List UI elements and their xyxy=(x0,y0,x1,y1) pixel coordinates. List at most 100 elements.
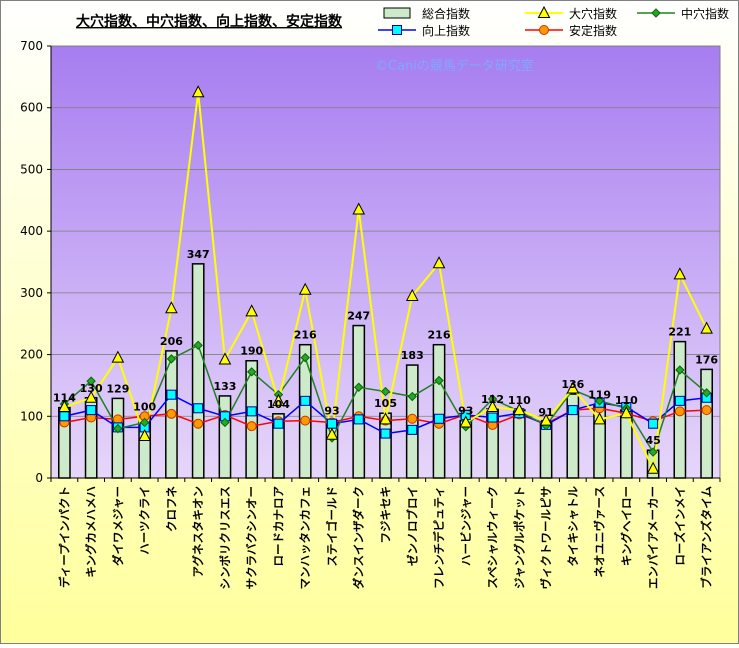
bar xyxy=(539,421,553,479)
data-point xyxy=(459,415,473,428)
data-point xyxy=(246,421,257,432)
legend-item: 大穴指数 xyxy=(525,5,617,21)
legend-marker xyxy=(651,8,661,18)
data-point xyxy=(165,301,178,314)
data-point xyxy=(353,414,364,425)
x-tick-label: ジャングルポケット xyxy=(512,486,526,589)
data-label: 129 xyxy=(106,382,129,395)
x-tick-label: フレンチデピュティ xyxy=(432,486,446,589)
data-point xyxy=(139,417,150,428)
data-point xyxy=(701,405,712,416)
legend-swatch xyxy=(383,7,411,19)
data-point xyxy=(486,399,499,413)
data-point xyxy=(246,406,257,417)
data-point xyxy=(59,411,70,422)
data-point xyxy=(138,428,151,442)
data-label: 133 xyxy=(213,380,236,393)
data-point xyxy=(86,376,96,386)
data-point xyxy=(300,395,311,406)
bar xyxy=(111,397,125,479)
data-point xyxy=(487,412,498,423)
data-point xyxy=(166,354,177,364)
data-label: 216 xyxy=(294,329,317,342)
data-point xyxy=(113,423,123,434)
y-axis: 0 100 200 300 400 500 600 700 xyxy=(20,39,52,485)
data-point xyxy=(648,447,658,457)
data-label: 221 xyxy=(668,326,691,339)
data-point xyxy=(379,412,392,425)
legend-item: 中穴指数 xyxy=(637,6,729,21)
x-tick-label: シンボリクリスエス xyxy=(218,486,232,590)
y-tick-label: 700 xyxy=(20,39,43,53)
data-point xyxy=(218,352,232,365)
data-point xyxy=(674,406,685,417)
data-point xyxy=(674,395,685,406)
series-lines xyxy=(58,85,713,474)
chart-title: 大穴指数、中穴指数、向上指数、安定指数 xyxy=(76,13,343,30)
data-point xyxy=(380,428,391,439)
y-tick-label: 200 xyxy=(20,348,43,362)
bar xyxy=(218,395,232,479)
legend-marker xyxy=(537,5,551,18)
data-label: 104 xyxy=(267,398,290,411)
x-tick-label: ヴィクトワールピサ xyxy=(539,486,553,590)
x-tick-label: キングヘイロー xyxy=(619,486,633,566)
data-point xyxy=(620,406,633,419)
x-tick-label: スペシャルウィーク xyxy=(486,486,500,589)
data-label: 110 xyxy=(508,394,531,407)
data-label: 112 xyxy=(481,393,504,406)
x-tick-label: ブライアンズタイム xyxy=(700,486,714,589)
x-tick-label: ハービンジャー xyxy=(459,486,473,566)
x-tick-label: ローズインメイ xyxy=(673,486,687,566)
data-point xyxy=(432,256,446,269)
watermark: ©Caniの競馬データ研究室 xyxy=(375,58,534,74)
y-tick-label: 400 xyxy=(20,224,43,238)
data-point xyxy=(567,405,578,416)
data-point xyxy=(166,408,177,419)
legend-marker xyxy=(539,25,549,35)
data-point xyxy=(701,388,712,398)
data-label: 130 xyxy=(80,382,103,395)
data-label: 206 xyxy=(160,335,183,348)
x-tick-label: ネオユニヴァース xyxy=(593,486,607,577)
legend-label: 安定指数 xyxy=(569,23,617,38)
data-point xyxy=(673,267,687,280)
legend-item: 安定指数 xyxy=(525,23,617,38)
data-point xyxy=(246,367,257,377)
x-tick-label: キングカメハメハ xyxy=(84,486,98,578)
bar xyxy=(700,368,713,479)
data-point xyxy=(648,418,659,429)
data-label: 93 xyxy=(324,405,339,418)
x-tick-label: ゼンノロブロイ xyxy=(405,486,419,566)
data-point xyxy=(86,405,97,416)
data-point xyxy=(58,399,71,413)
data-label: 136 xyxy=(561,378,584,391)
legend-item: 総合指数 xyxy=(383,6,470,21)
data-point xyxy=(407,424,418,435)
x-tick-label: ステイゴールド xyxy=(325,486,339,567)
x-tick-label: ロードカナロア xyxy=(271,486,285,567)
bar-labels: 114 130 129 100 206 347 133 190 104 216 93 247 105 18… xyxy=(53,248,719,447)
data-point xyxy=(512,403,526,416)
data-label: 190 xyxy=(240,345,263,358)
data-point xyxy=(300,352,310,363)
data-label: 176 xyxy=(695,353,718,366)
data-point xyxy=(675,365,685,375)
legend-label: 大穴指数 xyxy=(569,6,617,21)
bar xyxy=(432,343,446,479)
bar xyxy=(298,343,312,479)
data-point xyxy=(272,393,285,406)
data-point xyxy=(245,304,259,317)
data-point xyxy=(300,415,311,426)
data-label: 347 xyxy=(187,248,210,261)
data-point xyxy=(273,418,284,429)
data-point xyxy=(352,202,366,215)
data-label: 91 xyxy=(538,406,553,419)
data-point xyxy=(405,288,419,301)
data-point xyxy=(193,418,204,429)
y-tick-label: 500 xyxy=(20,162,43,176)
x-tick-label: フジキセキ xyxy=(379,486,393,544)
bar xyxy=(512,409,526,479)
